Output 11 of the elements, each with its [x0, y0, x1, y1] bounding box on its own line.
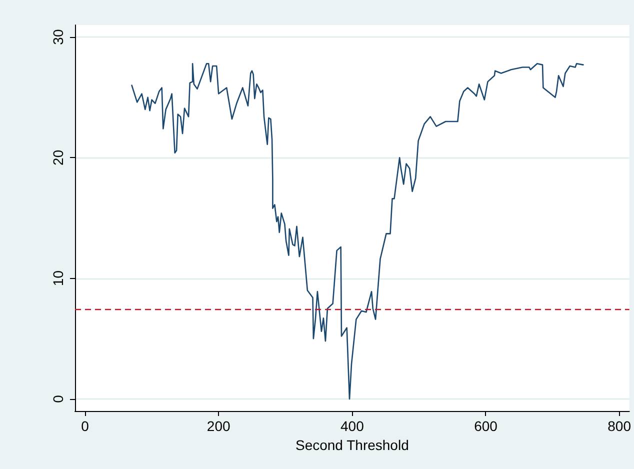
- x-tick-label: 800: [608, 418, 632, 434]
- y-tick-label: 0: [50, 394, 66, 403]
- y-tick-label: 10: [50, 270, 66, 286]
- x-tick-label: 600: [474, 418, 498, 434]
- y-tick-label: 20: [50, 150, 66, 166]
- line-series: [131, 62, 584, 400]
- x-tick-label: 0: [81, 418, 90, 434]
- x-tick-label: 200: [206, 418, 230, 434]
- x-tick-label: 400: [340, 418, 364, 434]
- y-tick-label: 30: [50, 29, 66, 45]
- x-axis-title: Second Threshold: [295, 436, 409, 453]
